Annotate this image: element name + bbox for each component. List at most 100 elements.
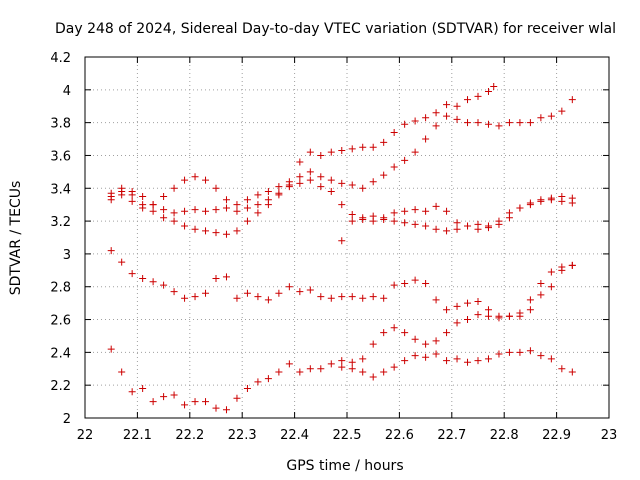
x-tick-label: 22.7 [437, 428, 466, 443]
data-point [558, 197, 566, 205]
data-point [306, 168, 314, 176]
data-point [484, 224, 492, 232]
data-point [191, 206, 199, 214]
data-point [285, 360, 293, 368]
data-point [380, 294, 388, 302]
data-point [474, 311, 482, 319]
data-point [118, 191, 126, 199]
data-point [558, 365, 566, 373]
data-point [327, 360, 335, 368]
data-point [390, 324, 398, 332]
data-point [348, 293, 356, 301]
data-point [149, 398, 157, 406]
data-point [453, 302, 461, 310]
x-tick-label: 22.9 [542, 428, 571, 443]
data-point [484, 87, 492, 95]
y-axis-label: SDTVAR / TECUs [8, 181, 24, 296]
data-point [401, 357, 409, 365]
data-point [432, 350, 440, 358]
data-point [233, 394, 241, 402]
data-point [547, 196, 555, 204]
data-point [170, 391, 178, 399]
data-marks [107, 83, 576, 414]
data-point [338, 201, 346, 209]
data-point [526, 201, 534, 209]
data-point [170, 288, 178, 296]
data-point [212, 404, 220, 412]
data-point [191, 398, 199, 406]
data-point [558, 107, 566, 115]
data-point [401, 207, 409, 215]
data-point [359, 184, 367, 192]
data-point [516, 348, 524, 356]
data-point [212, 229, 220, 237]
data-point [464, 316, 472, 324]
data-point [170, 209, 178, 217]
data-point [233, 207, 241, 215]
data-point [474, 357, 482, 365]
data-point [422, 279, 430, 287]
data-point [243, 204, 251, 212]
data-point [401, 120, 409, 128]
x-tick-labels: 22 22.1 22.2 22.3 22.4 22.5 22.6 22.7 22.8 22.9 23 [77, 428, 618, 443]
data-point [453, 102, 461, 110]
data-point [464, 299, 472, 307]
grid [85, 57, 609, 418]
y-tick-label: 4 [63, 84, 71, 99]
data-point [453, 225, 461, 233]
data-point [401, 156, 409, 164]
data-point [222, 196, 230, 204]
data-point [495, 122, 503, 130]
data-point [348, 365, 356, 373]
data-point [338, 147, 346, 155]
data-point [348, 181, 356, 189]
y-tick-label: 3.2 [50, 215, 71, 230]
data-point [359, 355, 367, 363]
data-point [453, 319, 461, 327]
data-point [516, 204, 524, 212]
data-point [264, 296, 272, 304]
data-point [568, 261, 576, 269]
data-point [369, 340, 377, 348]
y-tick-labels: 2 2.2 2.4 2.6 2.8 3 3.2 3.4 3.6 3.8 4 4.2 [50, 51, 71, 427]
data-point [338, 293, 346, 301]
data-point [243, 289, 251, 297]
data-point [369, 373, 377, 381]
data-point [118, 368, 126, 376]
data-point [275, 189, 283, 197]
data-point [422, 340, 430, 348]
data-point [348, 217, 356, 225]
data-point [317, 365, 325, 373]
x-tick-label: 22.4 [280, 428, 309, 443]
series-5 [107, 261, 576, 414]
data-point [443, 357, 451, 365]
data-point [243, 217, 251, 225]
data-point [139, 384, 147, 392]
data-point [453, 355, 461, 363]
data-point [327, 148, 335, 156]
data-point [296, 179, 304, 187]
y-tick-label: 2.6 [50, 314, 71, 329]
data-point [568, 368, 576, 376]
data-point [160, 206, 168, 214]
y-tick-label: 3 [63, 248, 71, 263]
data-point [233, 294, 241, 302]
data-point [285, 183, 293, 191]
data-point [222, 230, 230, 238]
y-tick-label: 4.2 [50, 51, 71, 66]
data-point [464, 119, 472, 127]
data-point [495, 220, 503, 228]
y-tick-label: 3.6 [50, 149, 71, 164]
data-point [306, 148, 314, 156]
data-point [547, 112, 555, 120]
data-point [432, 122, 440, 130]
data-point [191, 173, 199, 181]
data-point [359, 143, 367, 151]
data-point [118, 184, 126, 192]
data-point [464, 358, 472, 366]
data-point [537, 197, 545, 205]
data-point [411, 352, 419, 360]
x-tick-label: 22.2 [175, 428, 204, 443]
data-point [149, 207, 157, 215]
